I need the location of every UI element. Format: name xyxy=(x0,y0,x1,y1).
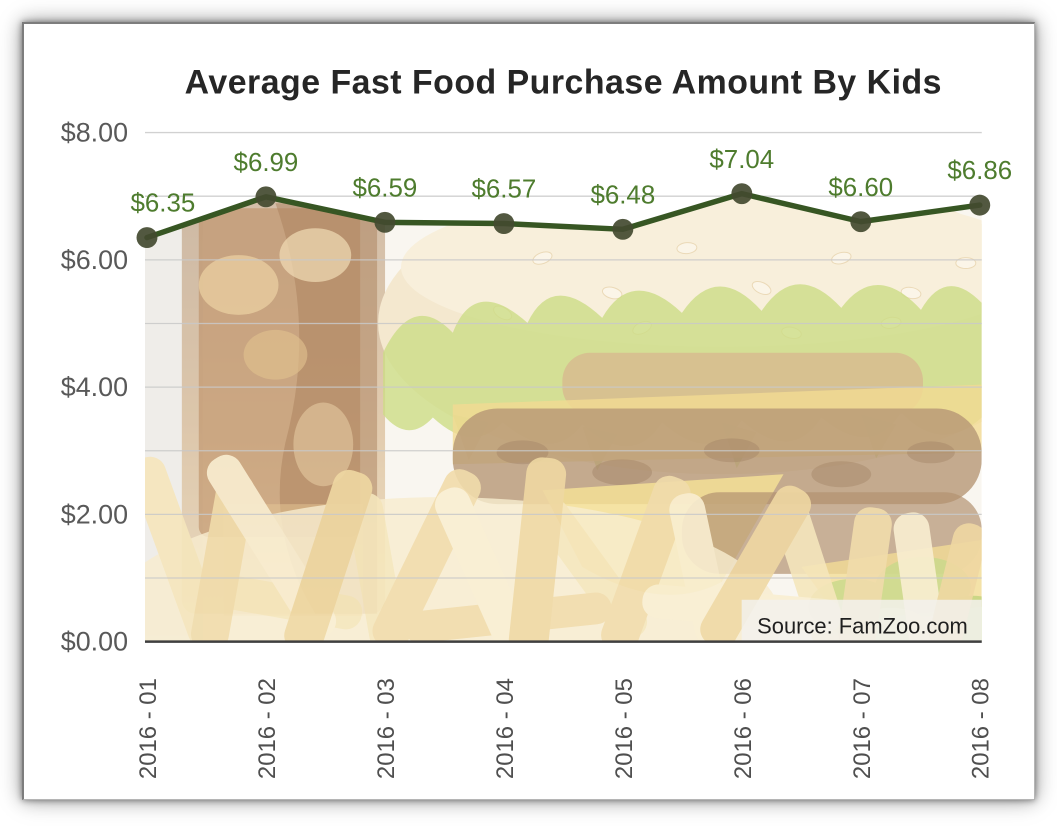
data-point-label: $6.60 xyxy=(828,174,893,202)
y-axis-tick-label: $8.00 xyxy=(61,118,128,148)
data-point-marker xyxy=(612,218,634,240)
chart-title: Average Fast Food Purchase Amount By Kid… xyxy=(185,64,942,102)
source-label-backdrop xyxy=(741,599,982,642)
data-point-marker xyxy=(731,183,753,205)
data-point-marker xyxy=(969,194,991,216)
x-axis-category-label: 2016 - 05 xyxy=(611,678,638,779)
y-axis-tick-label: $6.00 xyxy=(61,245,128,275)
data-point-labels: $6.35 $6.99 $6.59 $6.57 $6.48 $7.04 $6.60 $6.86 xyxy=(131,146,1013,218)
data-point-label: $6.59 xyxy=(353,174,418,202)
y-axis-tick-label: $2.00 xyxy=(61,499,128,529)
x-axis-category-label: 2016 - 04 xyxy=(492,678,519,779)
data-point-marker xyxy=(255,186,277,208)
fries-illustration xyxy=(144,454,982,642)
data-point-marker xyxy=(136,227,158,249)
data-point-marker xyxy=(850,211,872,233)
x-axis-category-label: 2016 - 06 xyxy=(730,678,757,779)
y-axis-labels: $0.00 $2.00 $4.00 $6.00 $8.00 xyxy=(61,118,128,657)
x-axis-category-label: 2016 - 03 xyxy=(373,678,400,779)
fast-food-purchase-line-chart: Average Fast Food Purchase Amount By Kid… xyxy=(61,64,1013,779)
data-point-marker xyxy=(493,213,515,235)
series-line xyxy=(144,190,983,241)
data-point-label: $6.48 xyxy=(590,181,655,209)
chart-frame: Average Fast Food Purchase Amount By Kid… xyxy=(22,22,1035,800)
patty-layer xyxy=(452,408,982,505)
data-point-label: $7.04 xyxy=(709,146,774,174)
y-axis-tick-label: $0.00 xyxy=(61,627,128,657)
y-axis-tick-label: $4.00 xyxy=(61,372,128,402)
x-axis-category-label: 2016 - 02 xyxy=(254,678,281,779)
source-attribution: Source: FamZoo.com xyxy=(757,614,968,639)
x-axis-category-label: 2016 - 08 xyxy=(968,678,995,779)
x-axis-labels: 2016 - 01 2016 - 02 2016 - 03 2016 - 04 2016… xyxy=(135,678,995,779)
data-point-label: $6.57 xyxy=(472,176,537,204)
gridlines xyxy=(144,131,982,579)
soda-cup-illustration xyxy=(181,193,386,616)
data-point-label: $6.99 xyxy=(234,149,299,177)
patty-texture xyxy=(496,438,955,488)
x-axis-category-label: 2016 - 07 xyxy=(849,678,876,779)
white-fade-overlay xyxy=(144,193,982,642)
data-point-label: $6.35 xyxy=(131,190,196,218)
data-point-marker xyxy=(374,211,396,233)
x-axis-category-label: 2016 - 01 xyxy=(135,678,162,779)
data-series xyxy=(136,183,991,249)
data-point-label: $6.86 xyxy=(947,157,1012,185)
